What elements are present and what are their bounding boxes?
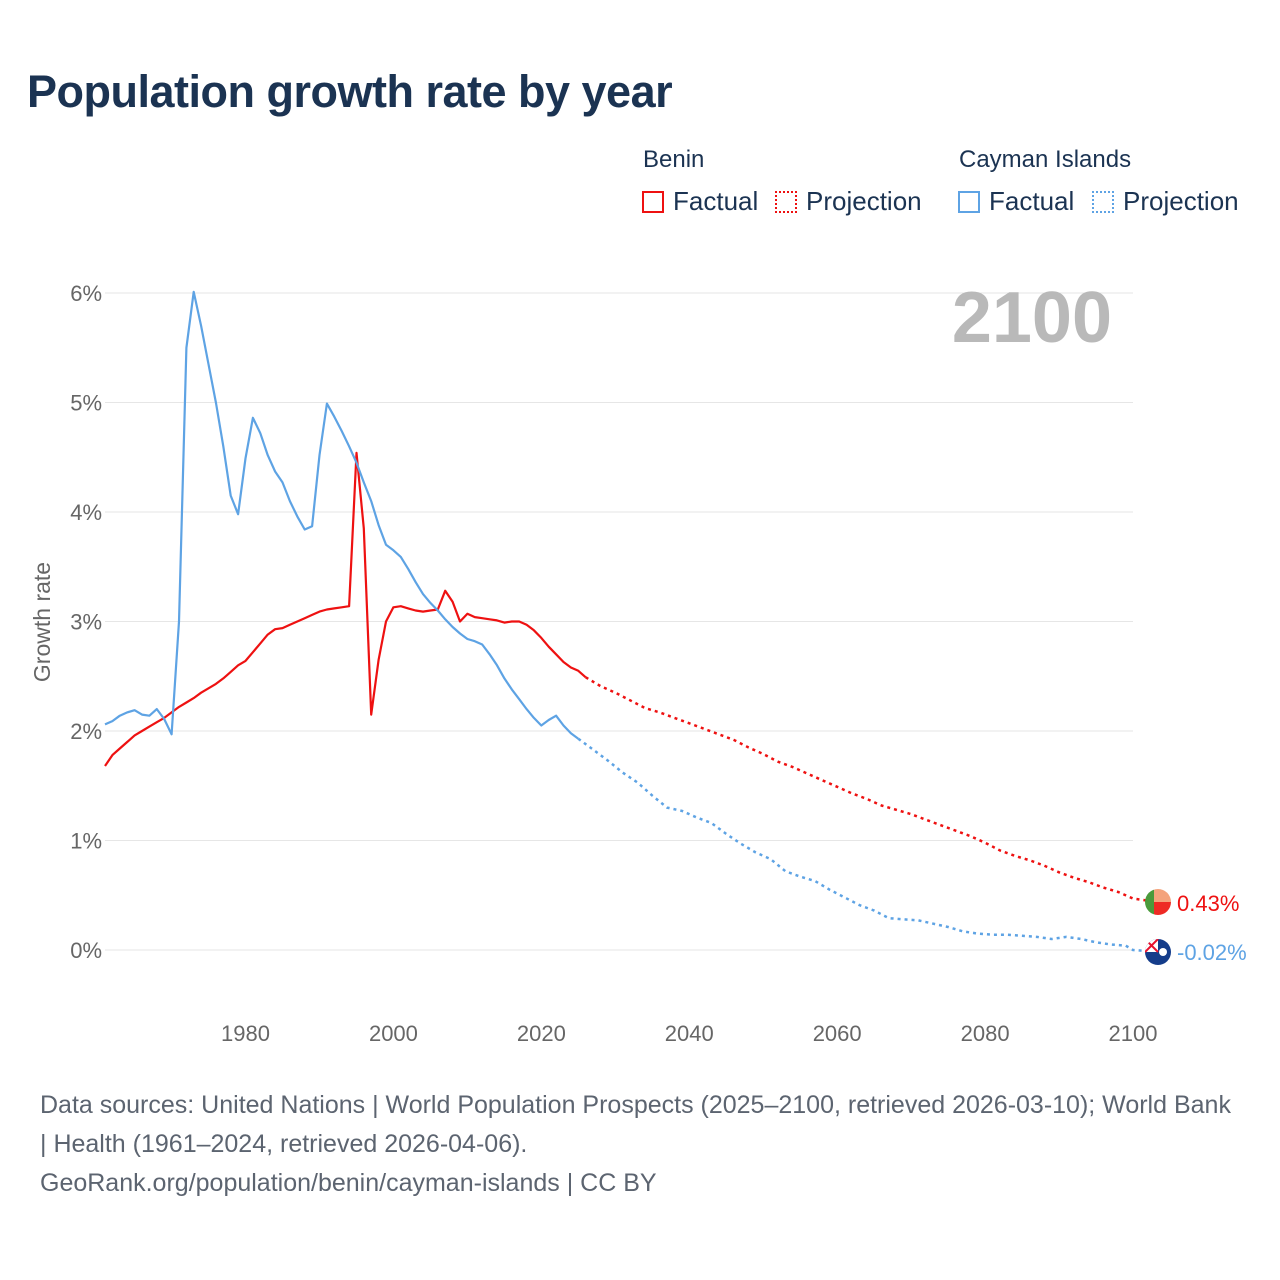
legend-item-benin-factual[interactable]: Factual — [642, 186, 758, 217]
x-tick-label: 2100 — [1109, 1021, 1158, 1046]
legend-label-benin-factual: Factual — [673, 186, 759, 216]
cayman-islands-flag-icon — [1145, 939, 1171, 965]
x-tick-label: 2020 — [517, 1021, 566, 1046]
current-year-label: 2100 — [952, 278, 1112, 358]
y-axis-title: Growth rate — [29, 562, 55, 682]
y-tick-label: 6% — [70, 281, 102, 306]
end-markers — [1145, 889, 1171, 965]
line-chart: 0% 1% 2% 3% 4% 5% 6% 1980 2000 2020 2040 2060 2080 2… — [29, 278, 1247, 1046]
legend-item-cayman-factual[interactable]: Factual — [958, 186, 1074, 217]
end-labels: 0.43% -0.02% — [1177, 891, 1247, 965]
legend-swatch-cayman-projection — [1092, 190, 1114, 213]
y-tick-label: 1% — [70, 829, 102, 854]
legend-label-benin-projection: Projection — [806, 186, 922, 216]
chart-title: Population growth rate by year — [27, 66, 673, 117]
y-tick-label: 2% — [70, 719, 102, 744]
x-axis-ticks: 1980 2000 2020 2040 2060 2080 2100 — [221, 1021, 1157, 1046]
legend-label-cayman-projection: Projection — [1123, 186, 1239, 216]
y-tick-label: 0% — [70, 938, 102, 963]
legend-item-cayman-projection[interactable]: Projection — [1092, 186, 1239, 217]
legend-swatch-cayman-factual — [958, 190, 980, 213]
benin-end-value-label: 0.43% — [1177, 891, 1239, 916]
legend-label-cayman-factual: Factual — [989, 186, 1075, 216]
legend-swatch-benin-factual — [642, 190, 664, 213]
gridlines — [105, 292, 1133, 951]
legend-item-benin-projection[interactable]: Projection — [775, 186, 922, 217]
cayman-islands-factual-line — [104, 290, 579, 740]
cayman-islands-end-value-label: -0.02% — [1177, 940, 1247, 965]
y-tick-label: 5% — [70, 391, 102, 416]
benin-projection-line — [585, 676, 1156, 905]
legend-group-benin: Benin — [643, 146, 705, 173]
x-tick-label: 1980 — [221, 1021, 270, 1046]
credit-line: GeoRank.org/population/benin/cayman-isla… — [40, 1169, 657, 1197]
cayman-islands-projection-line — [577, 737, 1156, 954]
footer: Data sources: United Nations | World Pop… — [40, 1086, 1240, 1203]
y-tick-label: 3% — [70, 610, 102, 635]
x-tick-label: 2060 — [813, 1021, 862, 1046]
legend-swatch-benin-projection — [775, 190, 797, 213]
x-tick-label: 2040 — [665, 1021, 714, 1046]
benin-factual-line — [104, 451, 587, 767]
series-lines — [104, 290, 1156, 954]
data-sources: Data sources: United Nations | World Pop… — [40, 1091, 1231, 1158]
legend-group-cayman-islands: Cayman Islands — [959, 146, 1132, 173]
x-tick-label: 2000 — [369, 1021, 418, 1046]
y-tick-label: 4% — [70, 500, 102, 525]
benin-flag-icon — [1145, 889, 1171, 915]
y-axis-ticks: 0% 1% 2% 3% 4% 5% 6% — [70, 281, 102, 963]
x-tick-label: 2080 — [961, 1021, 1010, 1046]
